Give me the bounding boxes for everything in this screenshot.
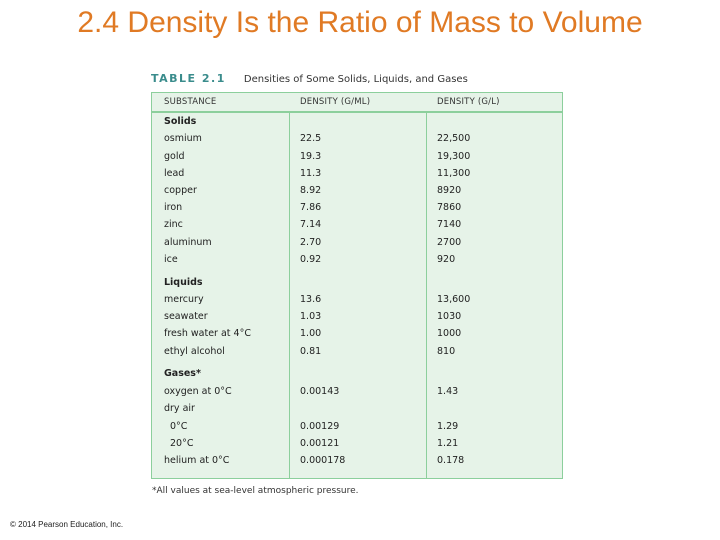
substance-cell: fresh water at 4°C	[164, 328, 251, 339]
density-g-l-cell: 2700	[437, 237, 462, 248]
substance-cell: aluminum	[164, 237, 212, 248]
table-footnote: *All values at sea-level atmospheric pre…	[152, 486, 359, 496]
density-g-l-cell: 22,500	[437, 133, 471, 144]
table-caption: TABLE 2.1 Densities of Some Solids, Liqui…	[151, 72, 468, 85]
table-row: fresh water at 4°C 1.00 1000	[152, 326, 562, 343]
table-row: seawater 1.03 1030	[152, 309, 562, 326]
density-g-l-cell: 1.21	[437, 438, 459, 449]
density-g-l-cell: 8920	[437, 185, 462, 196]
substance-cell: dry air	[164, 403, 195, 414]
substance-cell: lead	[164, 168, 185, 179]
density-g-ml-cell: 7.14	[300, 219, 322, 230]
copyright-notice: © 2014 Pearson Education, Inc.	[10, 520, 124, 529]
table-row: aluminum 2.70 2700	[152, 235, 562, 252]
density-g-ml-cell: 11.3	[300, 168, 322, 179]
table-row: iron 7.86 7860	[152, 200, 562, 217]
substance-cell: osmium	[164, 133, 202, 144]
column-divider	[289, 111, 290, 478]
header-substance: SUBSTANCE	[164, 97, 217, 107]
density-g-l-cell: 1030	[437, 311, 462, 322]
substance-cell: Gases*	[164, 368, 201, 379]
header-density-g-l: DENSITY (G/L)	[437, 97, 500, 107]
header-density-g-ml: DENSITY (G/ML)	[300, 97, 371, 107]
table-number: TABLE 2.1	[151, 72, 226, 85]
substance-cell: gold	[164, 151, 185, 162]
table-row: gold 19.3 19,300	[152, 149, 562, 166]
table-row: mercury 13.6 13,600	[152, 292, 562, 309]
density-g-l-cell: 0.178	[437, 455, 465, 466]
substance-cell: Liquids	[164, 277, 203, 288]
table-row: copper 8.92 8920	[152, 183, 562, 200]
density-g-l-cell: 13,600	[437, 294, 471, 305]
table-row: osmium 22.5 22,500	[152, 131, 562, 148]
density-g-l-cell: 810	[437, 346, 456, 357]
table-row: oxygen at 0°C 0.00143 1.43	[152, 384, 562, 401]
density-g-ml-cell: 8.92	[300, 185, 322, 196]
density-g-ml-cell: 13.6	[300, 294, 322, 305]
substance-cell: ethyl alcohol	[164, 346, 225, 357]
table-row: 20°C 0.00121 1.21	[152, 436, 562, 453]
substance-cell: iron	[164, 202, 183, 213]
density-g-ml-cell: 0.00129	[300, 421, 340, 432]
table-section-header: Gases*	[152, 366, 562, 383]
density-g-l-cell: 920	[437, 254, 456, 265]
density-g-l-cell: 1000	[437, 328, 462, 339]
table-row: ethyl alcohol 0.81 810	[152, 344, 562, 361]
density-g-l-cell: 1.29	[437, 421, 459, 432]
header-divider	[152, 111, 562, 113]
table-row: lead 11.3 11,300	[152, 166, 562, 183]
density-table: SUBSTANCE DENSITY (G/ML) DENSITY (G/L) S…	[151, 92, 563, 479]
substance-cell: seawater	[164, 311, 208, 322]
density-g-l-cell: 1.43	[437, 386, 459, 397]
density-g-ml-cell: 1.00	[300, 328, 322, 339]
density-g-l-cell: 7140	[437, 219, 462, 230]
density-g-ml-cell: 0.000178	[300, 455, 346, 466]
table-row: ice 0.92 920	[152, 252, 562, 269]
density-g-ml-cell: 0.00143	[300, 386, 340, 397]
substance-cell: Solids	[164, 116, 197, 127]
density-g-ml-cell: 7.86	[300, 202, 322, 213]
table-description: Densities of Some Solids, Liquids, and G…	[243, 74, 468, 85]
table-row: 0°C 0.00129 1.29	[152, 419, 562, 436]
density-g-ml-cell: 0.92	[300, 254, 322, 265]
density-g-ml-cell: 2.70	[300, 237, 322, 248]
density-g-l-cell: 7860	[437, 202, 462, 213]
density-g-l-cell: 19,300	[437, 151, 471, 162]
slide-title: 2.4 Density Is the Ratio of Mass to Volu…	[77, 6, 643, 39]
table-row: helium at 0°C 0.000178 0.178	[152, 453, 562, 470]
density-g-ml-cell: 0.81	[300, 346, 322, 357]
table-row: dry air	[152, 401, 562, 418]
density-g-ml-cell: 22.5	[300, 133, 322, 144]
substance-cell: copper	[164, 185, 197, 196]
substance-cell: 0°C	[170, 421, 188, 432]
substance-cell: mercury	[164, 294, 204, 305]
table-section-header: Solids	[152, 114, 562, 131]
table-row: zinc 7.14 7140	[152, 217, 562, 234]
density-g-ml-cell: 0.00121	[300, 438, 340, 449]
substance-cell: helium at 0°C	[164, 455, 230, 466]
density-g-l-cell: 11,300	[437, 168, 471, 179]
substance-cell: oxygen at 0°C	[164, 386, 232, 397]
density-g-ml-cell: 19.3	[300, 151, 322, 162]
substance-cell: 20°C	[170, 438, 194, 449]
density-g-ml-cell: 1.03	[300, 311, 322, 322]
column-divider	[426, 111, 427, 478]
substance-cell: zinc	[164, 219, 183, 230]
substance-cell: ice	[164, 254, 178, 265]
table-section-header: Liquids	[152, 275, 562, 292]
